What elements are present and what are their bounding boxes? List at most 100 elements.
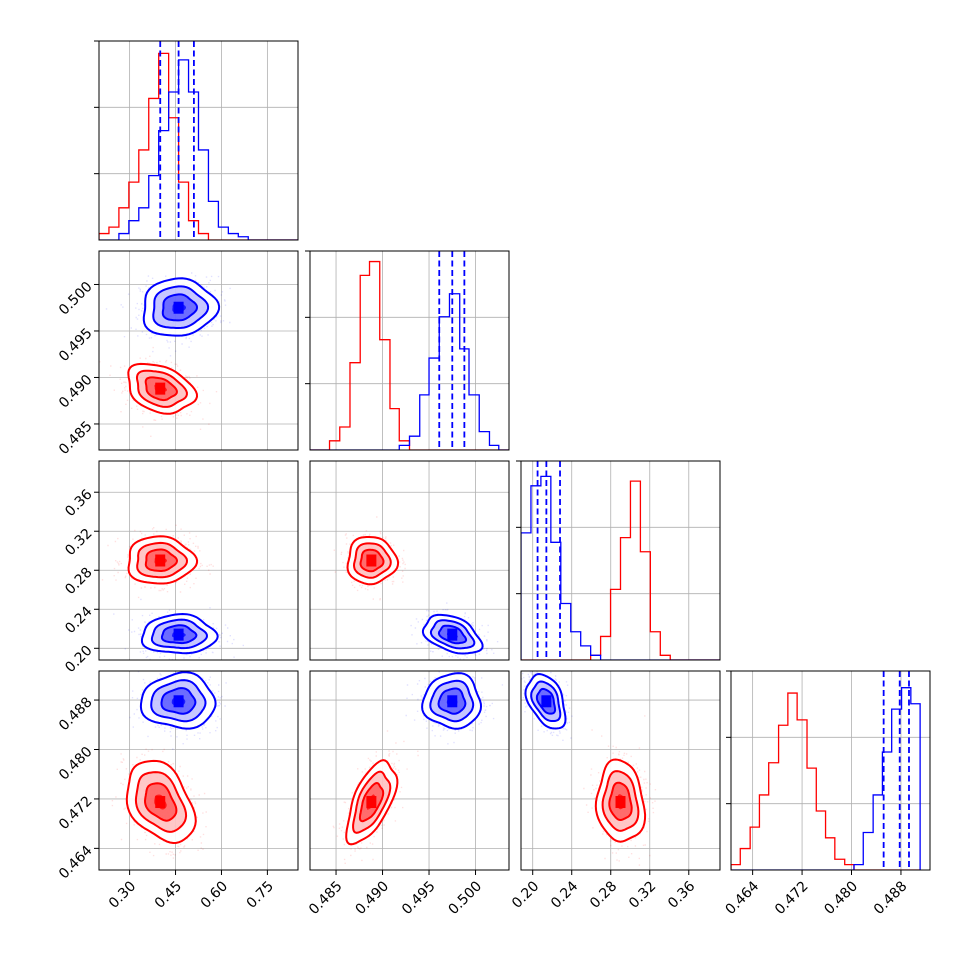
x-tick-label-3-1: 0.472 — [772, 878, 812, 918]
histogram-step-red-1 — [310, 260, 509, 450]
x-tick-label-1-0: 0.485 — [306, 878, 346, 918]
histogram-panel-0 — [94, 40, 299, 241]
x-tick-label-2-1: 0.24 — [548, 878, 581, 911]
x-tick-label-1-2: 0.495 — [399, 878, 439, 918]
x-tick-label-1-3: 0.500 — [445, 878, 485, 918]
contour-blue-2-0-1 — [150, 618, 209, 650]
density-peak-red-3-1 — [366, 796, 377, 809]
y-tick-label-1-0: 0.485 — [56, 418, 96, 458]
contour-blue-3-0-0 — [160, 687, 197, 715]
scatter-points-red-1-0 — [99, 346, 218, 437]
y-tick-label-2-3: 0.32 — [62, 526, 95, 559]
scatter-panel-2-1 — [309, 460, 510, 661]
contour-red-3-0-0 — [143, 782, 178, 822]
histogram-bars-2 — [521, 461, 720, 660]
x-tick-label-1-1: 0.490 — [352, 878, 392, 918]
contour-red-3-2-0 — [608, 781, 633, 822]
contour-red-2-0-0 — [144, 548, 179, 572]
scatter-frame-1-0 — [98, 250, 299, 451]
contour-red-1-0-1 — [136, 369, 188, 408]
density-peak-red-3-2 — [615, 796, 626, 809]
y-tick-label-2-1: 0.24 — [62, 604, 95, 637]
contour-blue-3-1-1 — [429, 679, 475, 723]
histogram-bars-1 — [310, 251, 509, 450]
y-tick-label-3-0: 0.464 — [56, 843, 96, 883]
contour-blue-3-0-1 — [150, 679, 207, 723]
y-tick-label-2-4: 0.36 — [62, 486, 95, 519]
scatter-panel-3-1 — [309, 670, 510, 875]
x-tick-label-2-4: 0.36 — [665, 878, 698, 911]
scatter-content-3-1 — [332, 671, 504, 864]
scatter-frame-2-0 — [98, 460, 299, 661]
scatter-content-3-2 — [521, 671, 657, 866]
histogram-bars-3 — [731, 671, 921, 870]
contour-red-2-1-2 — [346, 536, 400, 586]
y-tick-label-3-3: 0.488 — [56, 694, 96, 734]
density-peak-red-3-0 — [155, 796, 166, 809]
y-tick-label-3-1: 0.472 — [56, 793, 96, 833]
y-tick-label-2-0: 0.20 — [62, 643, 95, 676]
histogram-step-blue-2 — [521, 475, 720, 660]
histogram-step-blue-3 — [731, 687, 921, 870]
density-peak-blue-1-0 — [173, 301, 184, 314]
x-tick-label-3-3: 0.488 — [871, 878, 911, 918]
density-peak-red-1-0 — [155, 382, 166, 395]
x-tick-label-3-0: 0.464 — [723, 878, 763, 918]
contour-red-2-0-2 — [127, 535, 199, 585]
contour-blue-2-1-2 — [421, 613, 484, 655]
contour-red-3-1-2 — [345, 759, 399, 846]
contour-blue-2-1-1 — [429, 619, 476, 650]
contour-blue-1-0-2 — [142, 277, 221, 337]
scatter-content-1-0 — [99, 272, 231, 437]
x-tick-label-0-3: 0.75 — [244, 878, 277, 911]
histogram-step-blue-1 — [310, 293, 509, 450]
density-peak-blue-3-2 — [541, 695, 552, 708]
contour-red-2-1-1 — [352, 542, 392, 579]
contour-red-3-2-2 — [594, 758, 647, 843]
histogram-frame-3 — [730, 670, 931, 871]
contour-red-1-0-2 — [127, 362, 199, 415]
contour-red-1-0-0 — [144, 376, 178, 402]
histogram-step-red-3 — [731, 692, 921, 870]
histogram-step-red-2 — [521, 480, 720, 660]
scatter-panel-2-0 — [94, 460, 299, 661]
contour-red-3-1-1 — [352, 770, 392, 834]
histogram-frame-1 — [309, 250, 510, 451]
density-peak-red-2-1 — [366, 554, 377, 567]
contour-blue-2-0-2 — [140, 612, 219, 655]
density-peak-blue-2-1 — [447, 628, 458, 641]
scatter-frame-3-2 — [520, 670, 721, 871]
scatter-points-red-2-1 — [333, 516, 406, 601]
x-tick-label-0-0: 0.30 — [106, 878, 139, 911]
contour-blue-3-2-0 — [535, 687, 557, 715]
x-tick-label-2-0: 0.20 — [509, 878, 542, 911]
y-tick-label-1-3: 0.500 — [56, 279, 96, 319]
contour-red-2-0-1 — [136, 541, 189, 579]
histogram-panel-3 — [726, 670, 931, 875]
x-tick-label-2-3: 0.32 — [626, 878, 659, 911]
contour-blue-3-0-2 — [139, 671, 217, 730]
x-tick-label-0-2: 0.60 — [198, 878, 231, 911]
scatter-frame-3-0 — [98, 670, 299, 871]
scatter-content-2-1 — [333, 516, 499, 660]
contour-red-2-1-0 — [359, 548, 385, 573]
histogram-step-blue-0 — [99, 59, 298, 240]
contour-blue-1-0-0 — [161, 293, 199, 322]
scatter-panel-3-2 — [520, 670, 721, 875]
histogram-frame-0 — [98, 40, 299, 241]
scatter-panel-1-0 — [94, 250, 299, 451]
histogram-panel-2 — [516, 460, 721, 661]
x-tick-label-3-2: 0.480 — [821, 878, 861, 918]
contour-blue-3-1-0 — [437, 687, 467, 715]
y-tick-label-3-2: 0.480 — [56, 744, 96, 784]
contour-blue-3-2-2 — [524, 672, 567, 730]
histogram-frame-2 — [520, 460, 721, 661]
histogram-panel-1 — [305, 250, 510, 451]
contour-red-3-0-2 — [125, 759, 197, 845]
density-peak-blue-2-0 — [173, 628, 184, 641]
contour-blue-2-1-0 — [437, 624, 468, 645]
scatter-frame-3-1 — [309, 670, 510, 871]
scatter-content-2-0 — [101, 524, 244, 660]
histogram-bars-0 — [99, 41, 298, 240]
